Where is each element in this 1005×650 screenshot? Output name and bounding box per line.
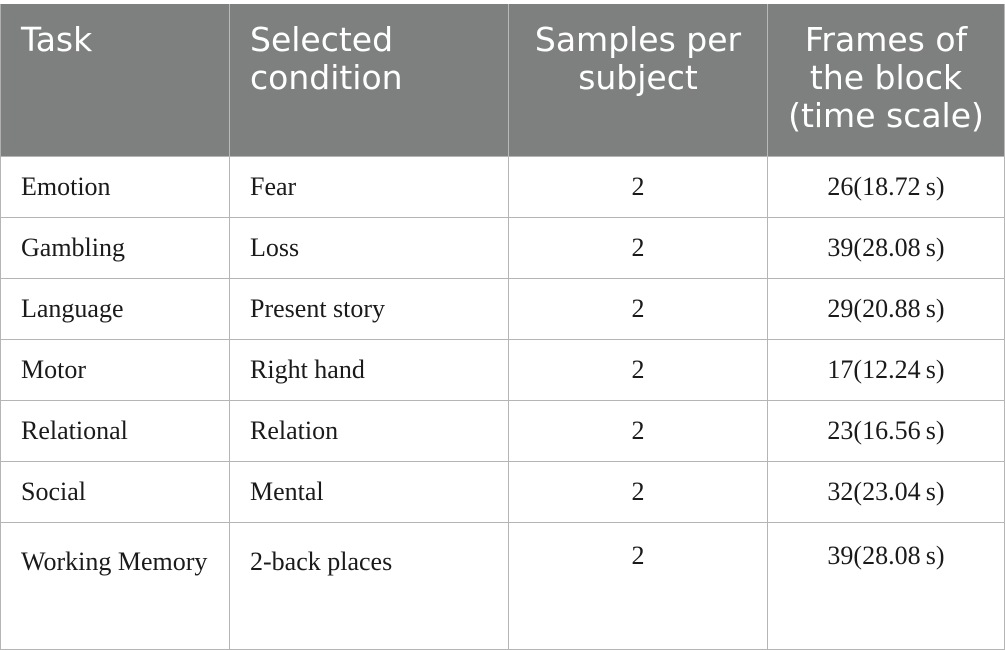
- table-row: Emotion Fear 2 26(18.72 s): [0, 155, 1005, 218]
- header-task: Task: [0, 4, 230, 156]
- cell-task: Emotion: [0, 155, 230, 218]
- cell-frames: 23(16.56 s): [767, 399, 1005, 462]
- task-conditions-table: Task Selected condition Samples per subj…: [0, 4, 1005, 650]
- cell-task: Relational: [0, 399, 230, 462]
- cell-frames: 26(18.72 s): [767, 155, 1005, 218]
- cell-frames: 17(12.24 s): [767, 338, 1005, 401]
- cell-samples: 2: [508, 338, 768, 401]
- cell-frames: 29(20.88 s): [767, 277, 1005, 340]
- cell-samples: 2: [508, 155, 768, 218]
- header-selected-condition: Selected condition: [229, 4, 509, 156]
- cell-frames: 39(28.08 s): [767, 521, 1005, 650]
- table-row: Social Mental 2 32(23.04 s): [0, 460, 1005, 523]
- cell-samples: 2: [508, 399, 768, 462]
- header-row: Task Selected condition Samples per subj…: [0, 4, 1005, 156]
- cell-task: Gambling: [0, 216, 230, 279]
- table-row: Motor Right hand 2 17(12.24 s): [0, 338, 1005, 401]
- cell-condition: Relation: [229, 399, 509, 462]
- table-row: Gambling Loss 2 39(28.08 s): [0, 216, 1005, 279]
- cell-condition: Fear: [229, 155, 509, 218]
- header-frames-of-block: Frames of the block (time scale): [767, 4, 1005, 156]
- cell-condition: Mental: [229, 460, 509, 523]
- cell-frames: 32(23.04 s): [767, 460, 1005, 523]
- cell-task: Motor: [0, 338, 230, 401]
- cell-condition: 2-back places: [229, 521, 509, 650]
- cell-task: Social: [0, 460, 230, 523]
- cell-samples: 2: [508, 277, 768, 340]
- table-header: Task Selected condition Samples per subj…: [0, 4, 1005, 156]
- cell-condition: Present story: [229, 277, 509, 340]
- cell-task: Language: [0, 277, 230, 340]
- cell-task: Working Memory: [0, 521, 230, 650]
- table-body: Emotion Fear 2 26(18.72 s) Gambling Loss…: [0, 155, 1005, 650]
- cell-frames: 39(28.08 s): [767, 216, 1005, 279]
- cell-condition: Loss: [229, 216, 509, 279]
- cell-samples: 2: [508, 521, 768, 650]
- table-row: Relational Relation 2 23(16.56 s): [0, 399, 1005, 462]
- cell-condition: Right hand: [229, 338, 509, 401]
- cell-samples: 2: [508, 460, 768, 523]
- table-row: Language Present story 2 29(20.88 s): [0, 277, 1005, 340]
- header-samples-per-subject: Samples per subject: [508, 4, 768, 156]
- cell-samples: 2: [508, 216, 768, 279]
- table-row: Working Memory 2-back places 2 39(28.08 …: [0, 521, 1005, 650]
